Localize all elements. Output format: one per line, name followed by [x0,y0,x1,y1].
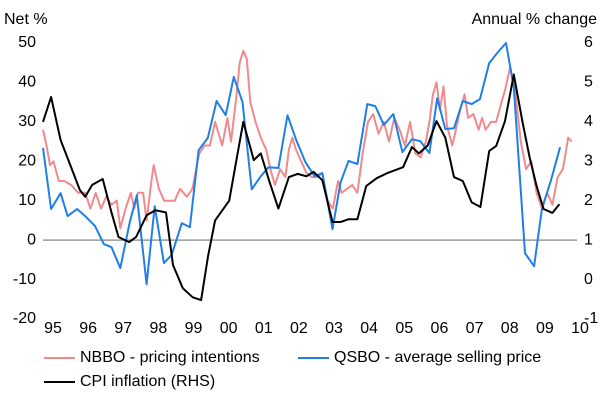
y2-tick-label: 4 [584,113,593,130]
x-tick-label: 01 [255,320,273,337]
x-tick-label: 04 [360,320,378,337]
y-tick-label: 50 [18,34,36,51]
y2-tick-label: 2 [584,192,593,209]
legend-label: QSBO - average selling price [334,349,541,366]
x-tick-label: 99 [185,320,203,337]
x-tick-label: 08 [501,320,519,337]
y2-tick-label: 3 [584,153,593,170]
x-tick-label: 95 [44,320,62,337]
x-tick-label: 00 [220,320,238,337]
y-tick-label: 30 [18,113,36,130]
series-line [42,42,562,286]
y2-axis-title: Annual % change [472,11,598,28]
y2-tick-label: 1 [584,231,593,248]
x-tick-label: 97 [114,320,132,337]
series-line [42,49,573,230]
y-tick-label: -10 [13,271,36,288]
y2-tick-label: 0 [584,271,593,288]
x-tick-label: 10 [571,320,589,337]
series-line [42,73,561,302]
y-tick-label: 10 [18,192,36,209]
y-tick-label: 20 [18,153,36,170]
y-axis-title: Net % [4,11,48,28]
y2-tick-label: 5 [584,74,593,91]
y2-tick-label: 6 [584,34,593,51]
x-tick-label: 09 [536,320,554,337]
x-tick-label: 96 [79,320,97,337]
legend-label: CPI inflation (RHS) [80,373,215,390]
x-tick-label: 05 [395,320,413,337]
y-tick-label: 40 [18,74,36,91]
x-tick-label: 07 [466,320,484,337]
legend-label: NBBO - pricing intentions [80,349,260,366]
x-tick-label: 02 [290,320,308,337]
y2-tick-label: -1 [584,310,598,327]
y-tick-label: -20 [13,310,36,327]
y-tick-label: 0 [27,231,36,248]
x-tick-label: 06 [431,320,449,337]
x-tick-label: 98 [149,320,167,337]
x-tick-label: 03 [325,320,343,337]
